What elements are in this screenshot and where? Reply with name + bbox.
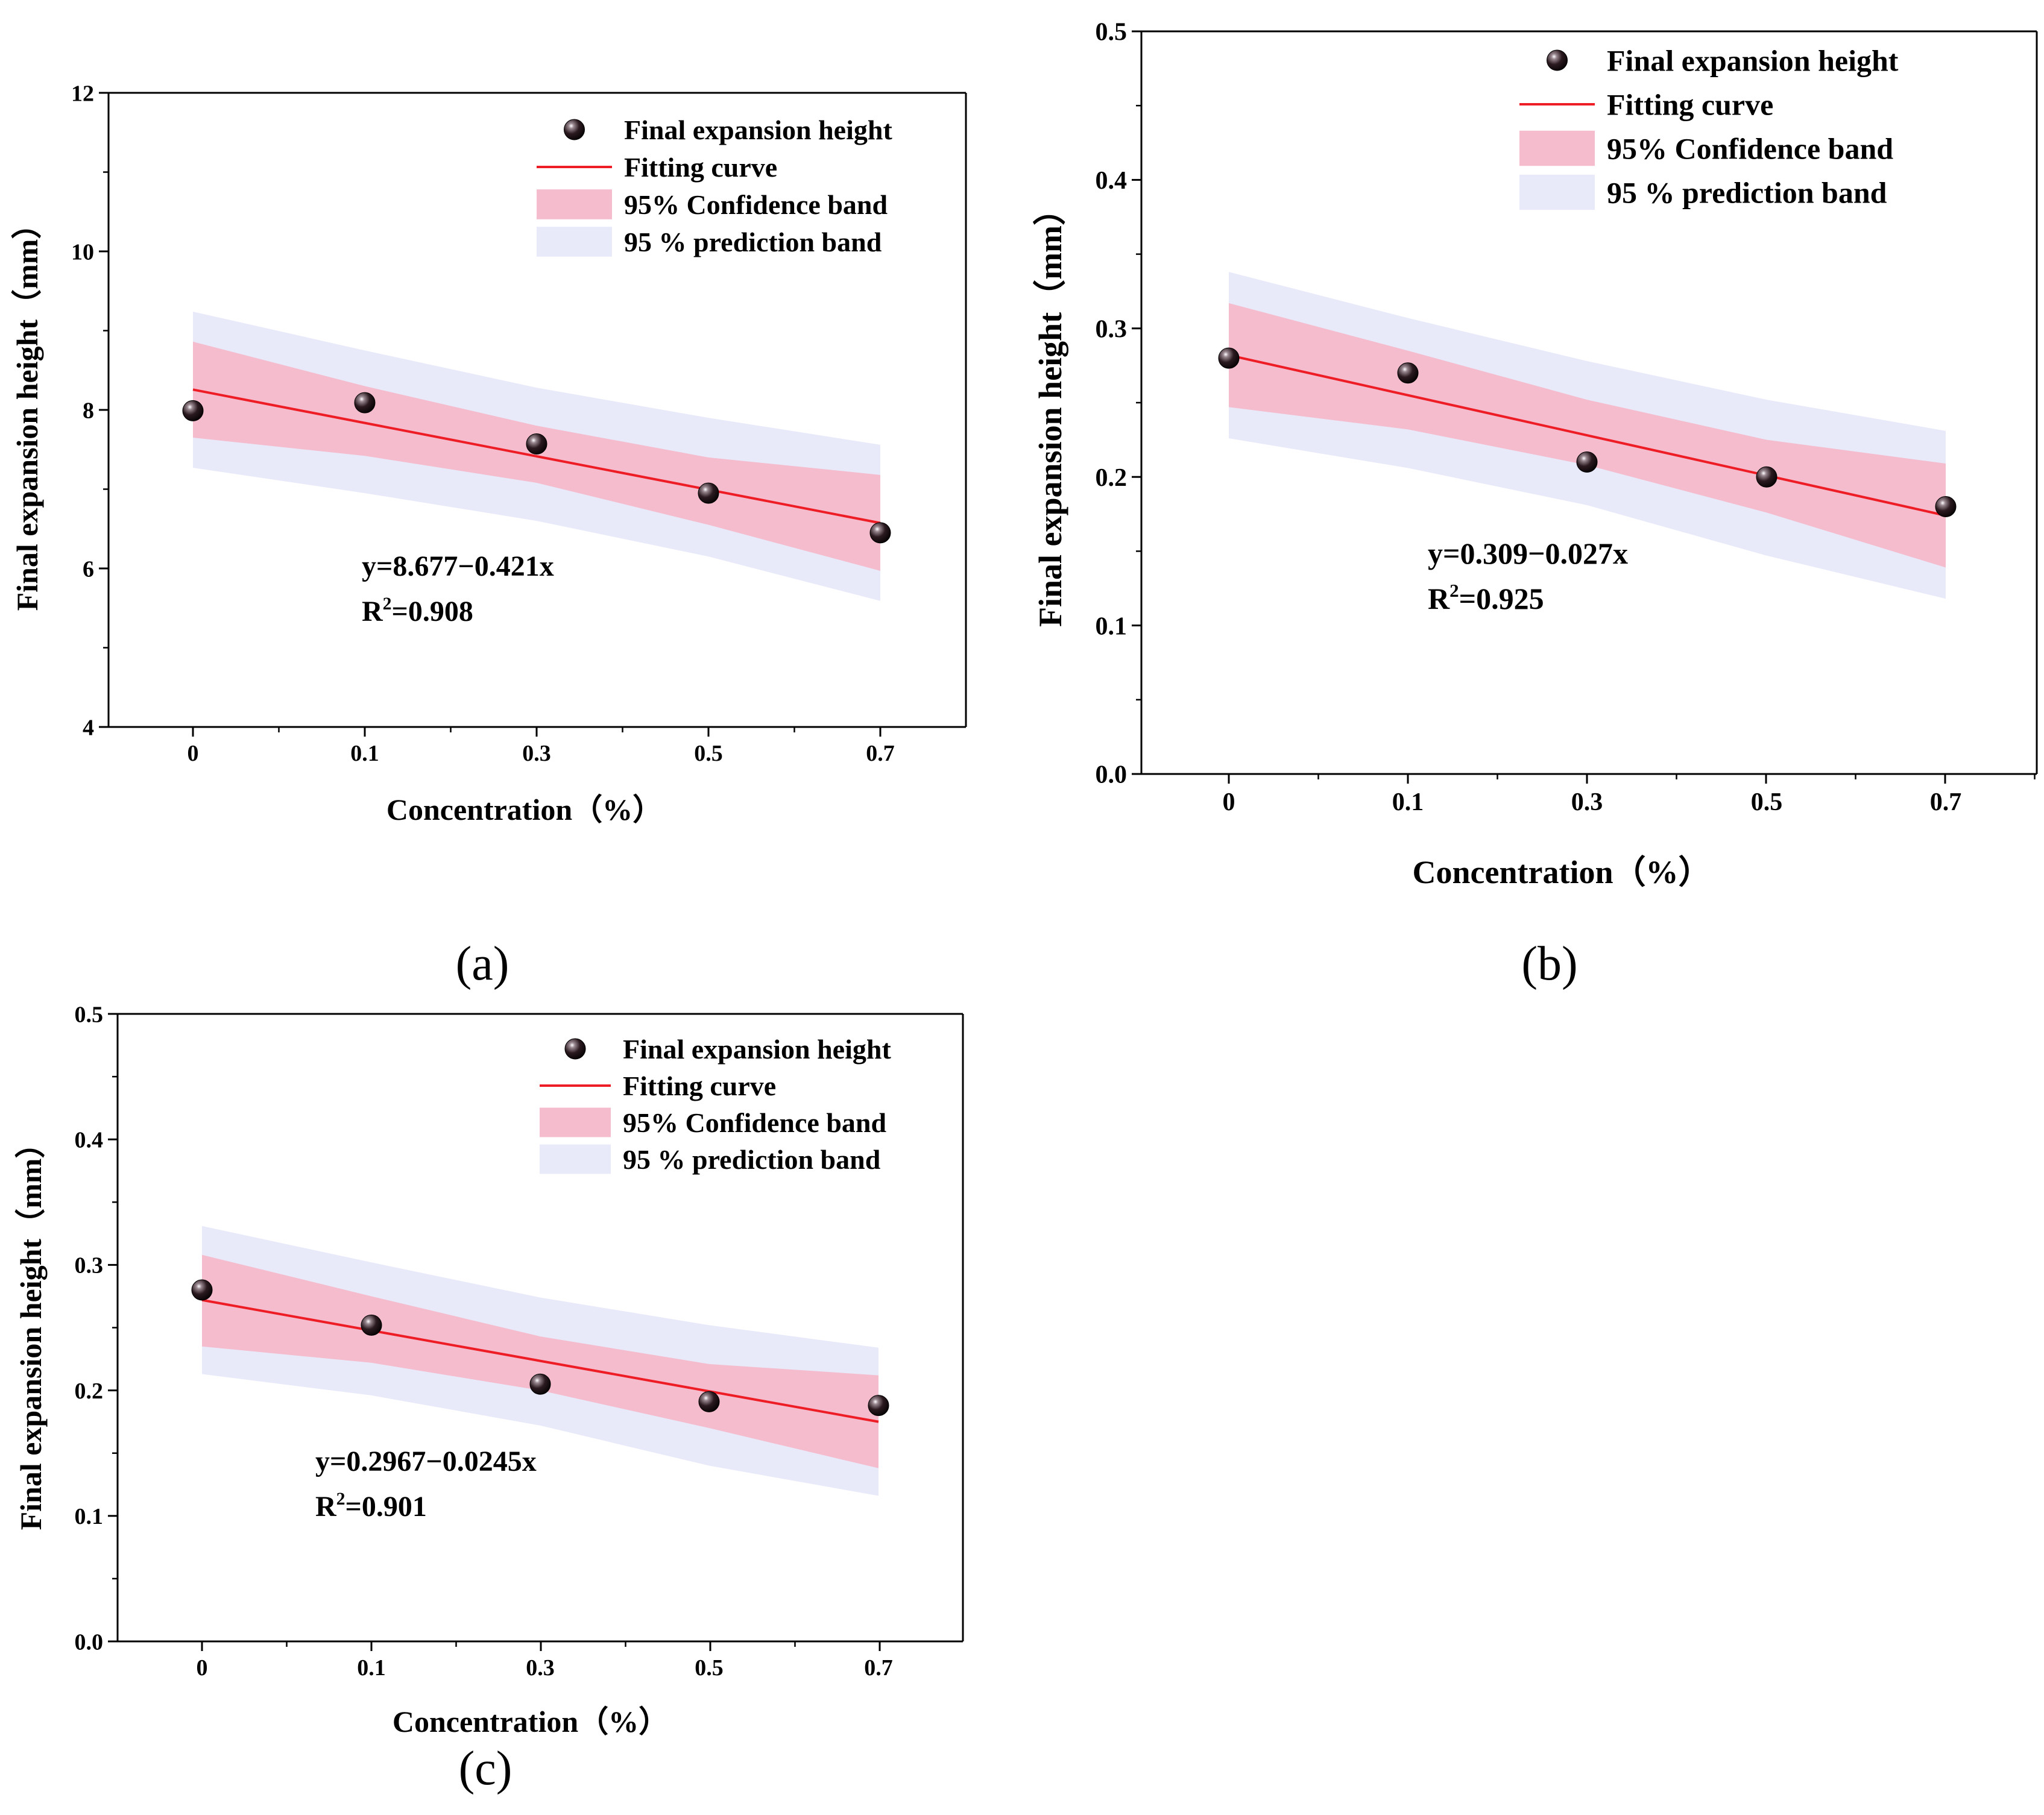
data-point (1935, 495, 1957, 517)
y-axis-label: Final expansion height（mm） (10, 209, 44, 611)
chart-panel-2: 0.0 0.1 0.2 0.3 0.4 0.5 0 0.1 0.3 0.5 0.7 Concentra… (1032, 19, 2038, 990)
data-point (1218, 347, 1240, 369)
y-tick-label: 0.0 (1096, 761, 1128, 789)
y-axis-label: Final expansion height（mm） (1032, 193, 1068, 627)
x-tick-label: 0.3 (1571, 788, 1603, 816)
fitting-curve (201, 1298, 879, 1423)
fitting-curve (1228, 354, 1946, 517)
legend-label-points: Final expansion height (1607, 44, 1899, 78)
y-tick-label: 0.2 (75, 1379, 104, 1404)
y-tick-label: 0.5 (1096, 19, 1128, 46)
legend-label-fit: Fitting curve (1607, 88, 1773, 122)
r-squared: R2=0.925 (1428, 580, 1544, 615)
legend-swatch-prediction (537, 227, 612, 257)
x-tick-label: 0.3 (522, 741, 551, 766)
x-tick-label: 0.1 (1392, 788, 1424, 816)
y-tick-label: 8 (83, 398, 94, 423)
x-axis-label: Concentration（%） (386, 793, 663, 826)
legend-label-points: Final expansion height (624, 115, 892, 145)
x-tick-label: 0 (197, 1655, 208, 1681)
y-tick-label: 0.5 (75, 1002, 104, 1027)
x-tick-label: 0.1 (357, 1655, 386, 1681)
legend-label-confidence: 95% Confidence band (1607, 132, 1893, 166)
legend-marker-icon (564, 1038, 586, 1060)
fitting-curve (192, 388, 881, 524)
data-point (526, 433, 547, 455)
legend: Final expansion height Fitting curve 95% C… (537, 115, 892, 257)
x-tick-label: 0.7 (864, 1655, 893, 1681)
legend-label-prediction: 95 % prediction band (623, 1144, 881, 1175)
data-point (1576, 451, 1598, 473)
x-axis-label: Concentration（%） (393, 1705, 669, 1738)
y-tick-label: 12 (71, 81, 94, 106)
data-point (1756, 466, 1777, 488)
panel-caption: (a) (456, 937, 509, 990)
x-tick-label: 0 (1223, 788, 1235, 816)
y-tick-label: 0.2 (1096, 464, 1128, 492)
legend-marker-icon (1547, 49, 1568, 71)
data-point (868, 1395, 889, 1417)
legend: Final expansion height Fitting curve 95% C… (540, 1034, 891, 1175)
data-point (1397, 362, 1419, 384)
y-tick-label: 0.4 (1096, 167, 1128, 195)
legend-label-fit: Fitting curve (623, 1071, 776, 1101)
y-tick-label: 0.1 (1096, 612, 1128, 640)
legend-label-fit: Fitting curve (624, 152, 777, 183)
r-squared: R2=0.908 (362, 594, 473, 628)
fit-equation: y=0.2967−0.0245x (315, 1445, 537, 1477)
x-tick-label: 0.3 (526, 1655, 555, 1681)
panel-caption: (c) (459, 1742, 513, 1795)
data-point (529, 1373, 551, 1395)
chart-panel-3: 0.0 0.1 0.2 0.3 0.4 0.5 0 0.1 0.3 0.5 0.7 Concentra… (14, 1002, 964, 1795)
legend-swatch-prediction (540, 1144, 611, 1174)
y-tick-label: 10 (71, 239, 94, 265)
y-tick-label: 0.3 (75, 1253, 104, 1279)
data-point (361, 1314, 382, 1336)
y-tick-label: 0.4 (75, 1128, 104, 1153)
x-axis-label: Concentration（%） (1413, 854, 1711, 890)
data-point (354, 392, 376, 414)
legend-label-prediction: 95 % prediction band (624, 227, 882, 257)
legend-label-confidence: 95% Confidence band (624, 189, 888, 220)
legend-marker-icon (564, 119, 585, 140)
x-tick-label: 0.1 (350, 741, 379, 766)
x-tick-label: 0 (188, 741, 199, 766)
y-tick-label: 0.0 (75, 1629, 104, 1655)
fit-equation: y=8.677−0.421x (362, 550, 554, 582)
data-point (869, 522, 891, 544)
x-tick-label: 0.5 (695, 1655, 724, 1681)
legend-swatch-confidence (537, 189, 612, 219)
y-tick-label: 0.1 (75, 1504, 104, 1529)
x-tick-label: 0.5 (694, 741, 723, 766)
y-axis-label: Final expansion height（mm） (14, 1128, 48, 1530)
fit-equation: y=0.309−0.027x (1428, 536, 1628, 570)
panel-caption: (b) (1521, 937, 1577, 990)
x-tick-label: 0.7 (866, 741, 895, 766)
legend-swatch-confidence (540, 1107, 611, 1137)
legend-label-points: Final expansion height (623, 1034, 891, 1065)
x-tick-label: 0.5 (1751, 788, 1783, 816)
data-point (698, 1391, 720, 1412)
y-tick-label: 4 (83, 715, 94, 740)
r-squared: R2=0.901 (315, 1489, 427, 1523)
legend-swatch-prediction (1519, 174, 1595, 210)
legend-label-prediction: 95 % prediction band (1607, 176, 1887, 210)
data-point (191, 1279, 213, 1301)
chart-panel-1: 4 6 8 10 12 0 0.1 0.3 0.5 0.7 Concentration（%） Fina… (10, 81, 967, 990)
legend-label-confidence: 95% Confidence band (623, 1107, 886, 1138)
x-tick-label: 0.7 (1930, 788, 1962, 816)
y-tick-label: 0.3 (1096, 316, 1128, 344)
legend: Final expansion height Fitting curve 95% C… (1519, 44, 1899, 210)
legend-swatch-confidence (1519, 130, 1595, 166)
data-point (698, 482, 719, 504)
y-tick-label: 6 (83, 556, 94, 582)
data-point (182, 400, 204, 421)
